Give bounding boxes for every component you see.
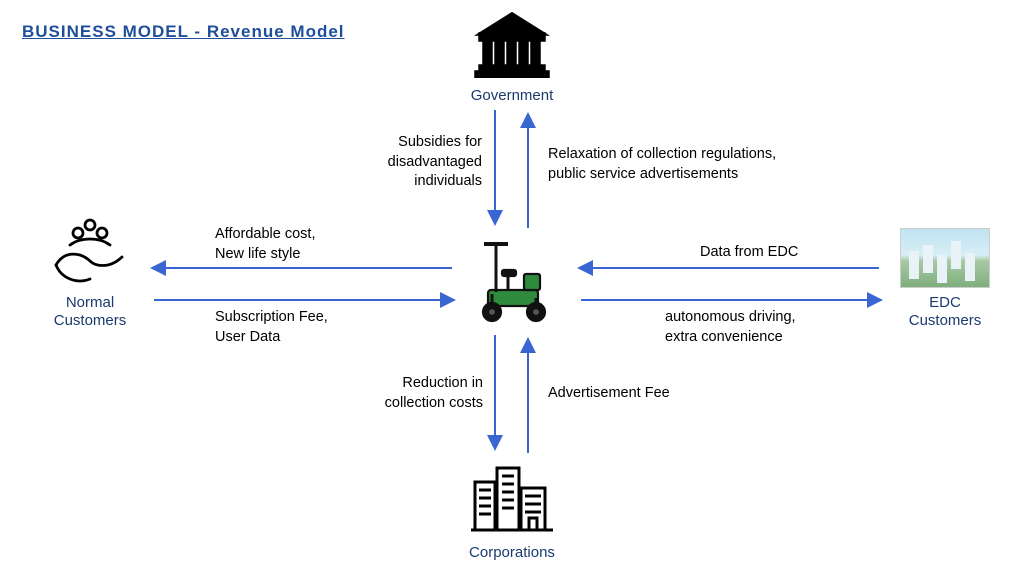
arrow-center-to-corp [485,335,505,455]
node-corporations: Corporations [452,460,572,562]
edc-image [900,228,990,288]
government-icon [472,10,552,78]
flow-cust-to-center: Subscription Fee, User Data [215,308,328,347]
flow-center-to-edc: autonomous driving, extra convenience [665,308,796,347]
arrow-center-to-gov [518,110,538,230]
customers-icon [50,215,130,285]
arrow-cust-to-center [148,290,458,310]
node-center [462,238,562,333]
page-title: BUSINESS MODEL - Revenue Model [22,22,345,42]
flow-gov-to-center: Subsidies for disadvantaged individuals [352,133,482,192]
flow-center-to-cust: Affordable cost, New life style [215,225,316,264]
arrow-corp-to-center [518,335,538,455]
customers-label: Normal Customers [40,294,140,330]
flow-corp-to-center: Advertisement Fee [548,384,670,404]
node-government: Government [462,10,562,105]
arrow-gov-to-center [485,110,505,230]
flow-center-to-gov: Relaxation of collection regulations, pu… [548,145,838,184]
edc-label: EDC Customers [895,294,995,330]
arrow-center-to-edc [575,290,885,310]
corporations-icon [467,460,557,535]
scooter-icon [462,238,562,328]
node-edc: EDC Customers [895,228,995,330]
node-customers: Normal Customers [40,215,140,330]
flow-center-to-corp: Reduction in collection costs [375,374,483,413]
flow-edc-to-center: Data from EDC [700,243,798,263]
corporations-label: Corporations [452,544,572,562]
government-label: Government [462,87,562,105]
